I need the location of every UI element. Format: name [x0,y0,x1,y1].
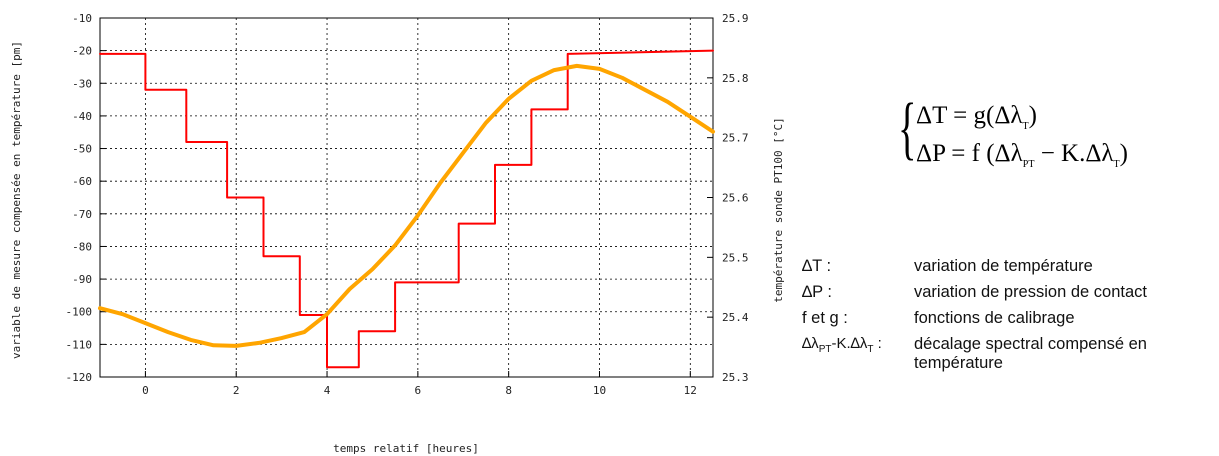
y-right-tick-label: 25.4 [722,311,749,324]
legend-desc: variation de pression de contact [914,283,1147,301]
series-line-0 [99,49,714,369]
series-layer [98,49,715,369]
equation-system: { ΔT = g(ΔλT) ΔP = f (ΔλPT − K.ΔλT) [898,94,1198,184]
x-tick-label: 0 [142,384,149,397]
y-right-tick-label: 25.6 [722,192,749,205]
series-line-1 [98,63,715,348]
y-left-tick-label: -10 [72,12,92,25]
y-left-tick-label: -50 [72,143,92,156]
y-axis-label-left: variable de mesure compensée en températ… [10,41,23,359]
y-left-tick-label: -70 [72,208,92,221]
legend-term: ∆P : [802,283,832,301]
x-axis-label: temps relatif [heures] [333,442,479,455]
x-tick-label: 6 [415,384,422,397]
x-tick-label: 10 [593,384,606,397]
equation-pressure: ΔP = f (ΔλPT − K.ΔλT) [916,140,1128,170]
chart: 0 2 4 6 8 10 12 -10 -20 -30 -40 -50 -60 -70 -80 -90 -100… [10,12,785,455]
y-right-tick-label: 25.5 [722,251,749,264]
legend-term: ∆T : [802,257,832,275]
x-tick-label: 4 [324,384,331,397]
y-left-tick-label: -90 [72,273,92,286]
y-left-tick-label: -80 [72,240,92,253]
legend-term: ∆λPT-K.∆λT : [802,335,882,355]
y-right-tick-label: 25.3 [722,371,749,384]
legend-desc: variation de température [914,257,1093,275]
y-axis-label-right: température sonde PT100 [°C] [772,117,785,302]
legend-desc: fonctions de calibrage [914,309,1075,327]
y-left-tick-label: -40 [72,110,92,123]
ticks: 0 2 4 6 8 10 12 -10 -20 -30 -40 -50 -60 -70 -80 -90 -100… [66,12,749,397]
y-left-tick-label: -120 [66,371,93,384]
y-right-tick-label: 25.8 [722,72,749,85]
equation-brace: { [898,90,917,167]
x-tick-label: 12 [684,384,697,397]
x-tick-label: 8 [505,384,512,397]
y-left-tick-label: -30 [72,77,92,90]
y-left-tick-label: -60 [72,175,92,188]
y-right-tick-label: 25.9 [722,12,749,25]
y-left-tick-label: -100 [66,306,93,319]
legend-desc: décalage spectral compensé en températur… [914,335,1147,372]
plot-frame [99,17,714,378]
x-tick-label: 2 [233,384,240,397]
legend-term: f et g : [802,309,848,327]
equation-temperature: ΔT = g(ΔλT) [916,102,1037,132]
grid [100,17,713,378]
y-right-tick-label: 25.7 [722,132,749,145]
y-left-tick-label: -110 [66,338,93,351]
y-left-tick-label: -20 [72,45,92,58]
